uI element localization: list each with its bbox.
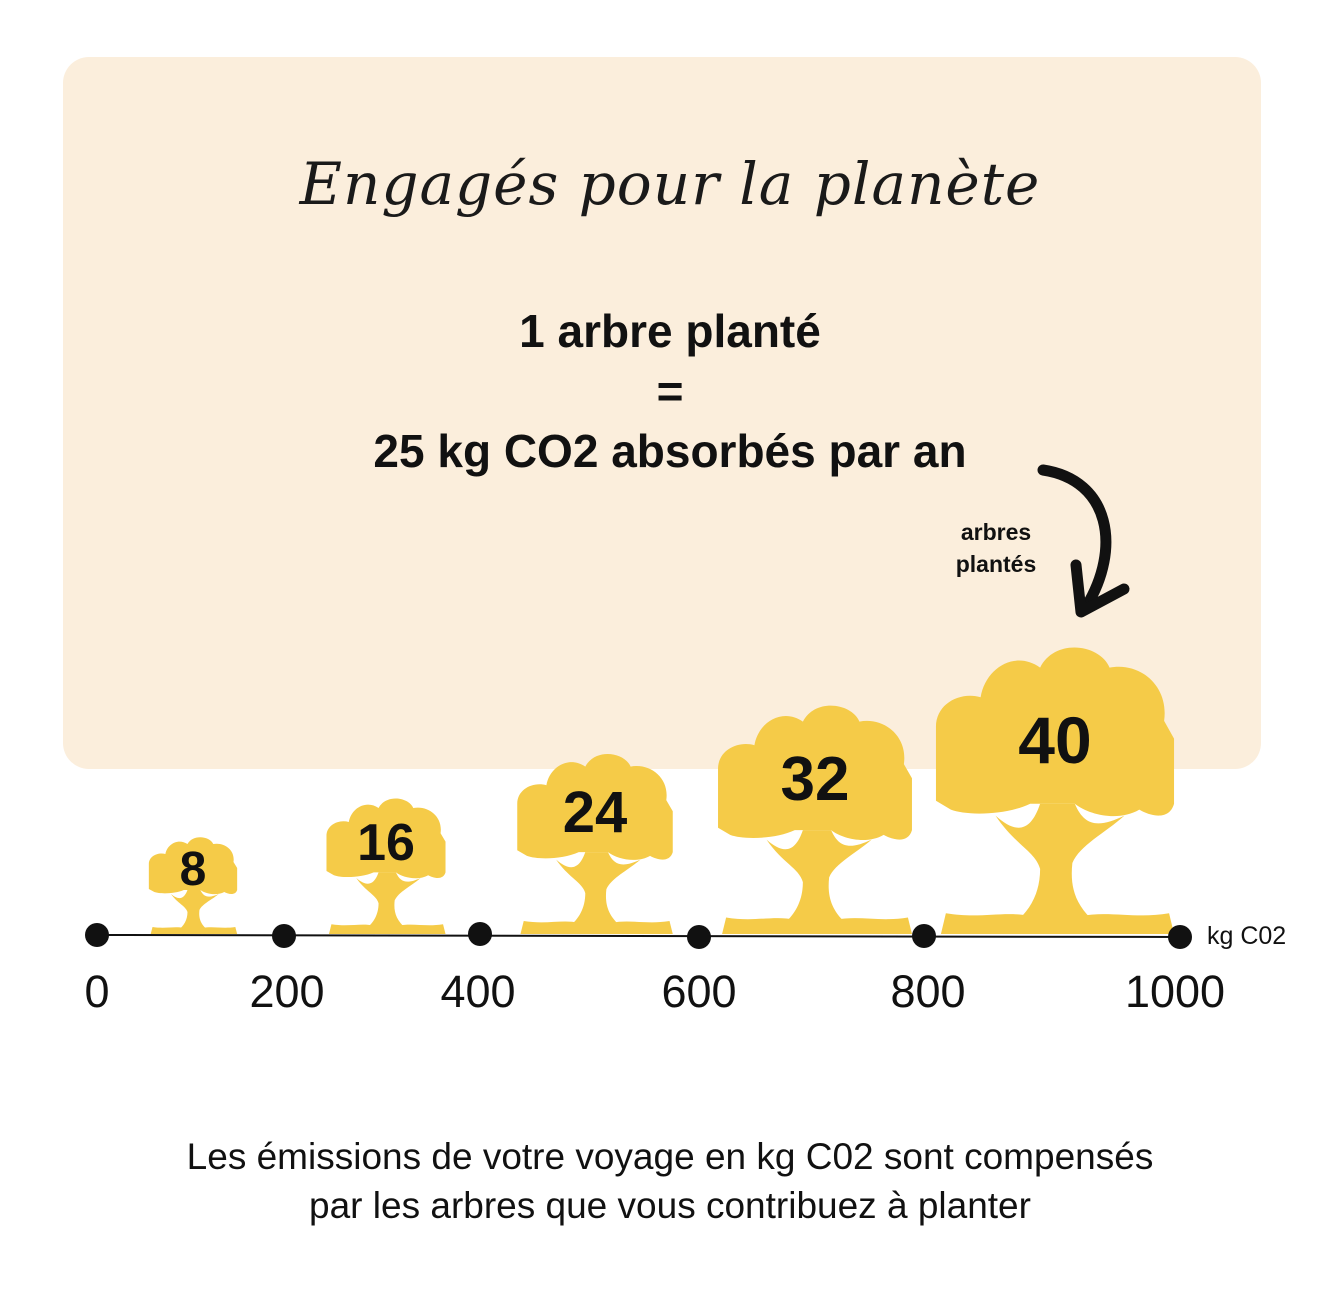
headline-line-3: 25 kg CO2 absorbés par an: [373, 425, 967, 477]
tree-icon: [935, 647, 1175, 934]
caption-line-2: par les arbres que vous contribuez à pla…: [309, 1185, 1031, 1226]
axis-tick-label: 600: [661, 966, 737, 1017]
axis-tick-label: 200: [249, 966, 325, 1017]
axis-tick-label: 800: [890, 966, 966, 1017]
axis-dot: [912, 924, 936, 948]
tree-icon: [517, 754, 673, 934]
axis-tick-label: 400: [440, 966, 516, 1017]
tree-icon: [718, 705, 912, 934]
axis-unit-label: kg C02: [1207, 922, 1287, 950]
curved-arrow-icon: [1037, 464, 1130, 618]
script-title: Engagés pour la planète: [299, 150, 1041, 218]
axis-dot: [85, 923, 109, 947]
tree-count-label: 24: [562, 780, 628, 846]
tree-count-label: 16: [357, 814, 415, 872]
axis-dot: [468, 922, 492, 946]
axis-tick-label: 1000: [1124, 966, 1226, 1017]
axis-dot: [687, 925, 711, 949]
tree-count-label: 40: [1018, 703, 1092, 778]
arrow-label-line-2: plantés: [955, 551, 1037, 577]
headline-line-1: 1 arbre planté: [519, 305, 821, 357]
caption-line-1: Les émissions de votre voyage en kg C02 …: [186, 1136, 1154, 1177]
tree-count-label: 32: [780, 745, 850, 815]
axis-dot: [272, 924, 296, 948]
axis-tick-label: 0: [84, 966, 110, 1017]
tree-icon: [326, 798, 446, 934]
axis-line: [96, 934, 1181, 938]
tree-icon: [148, 837, 238, 934]
headline-equals: =: [656, 365, 684, 417]
axis-dot: [1168, 925, 1192, 949]
arrow-label: arbres plantés: [930, 516, 1062, 580]
arrow-label-line-1: arbres: [960, 519, 1032, 545]
tree-count-label: 8: [179, 842, 207, 896]
